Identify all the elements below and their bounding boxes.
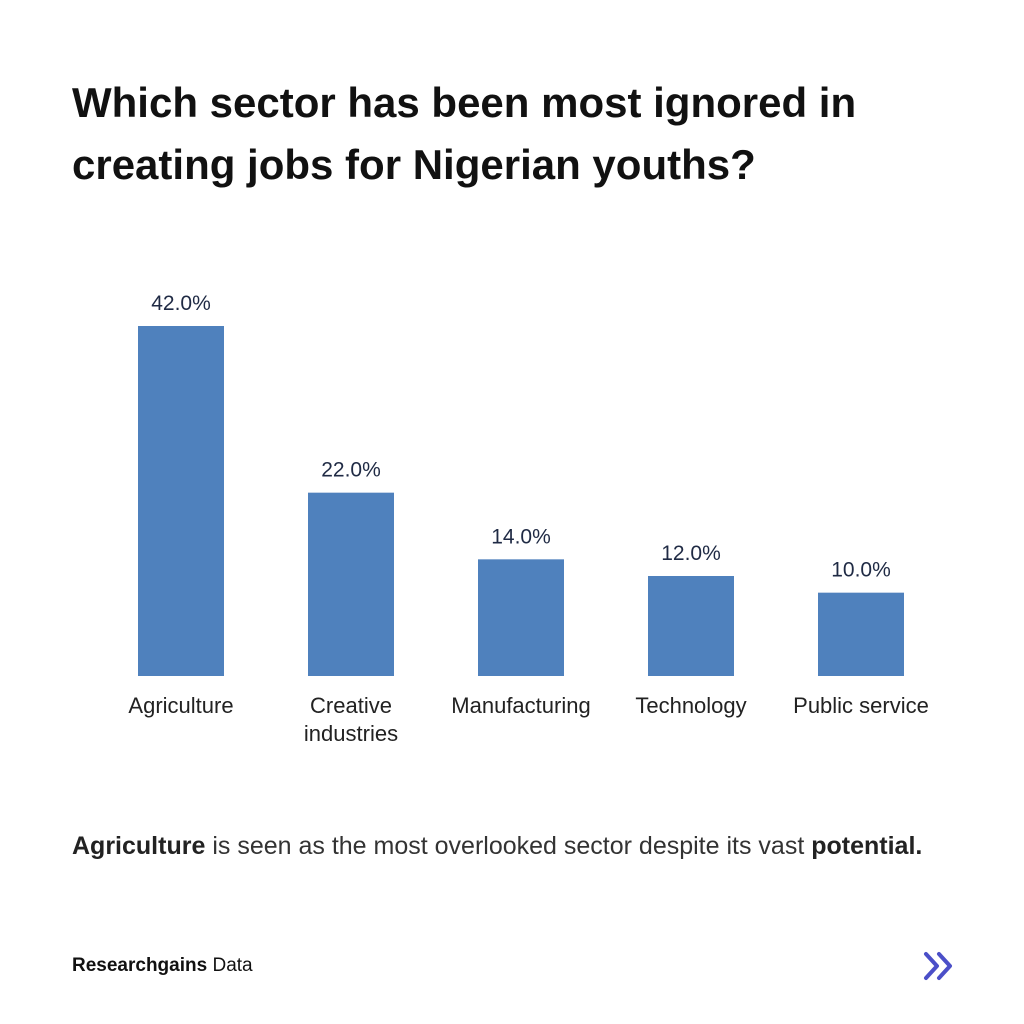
chevron [924, 952, 952, 980]
caption-bold: potential. [811, 832, 923, 860]
x-tick-label: Creative industries [303, 693, 399, 746]
x-tick-label: Manufacturing [451, 693, 591, 718]
bar [478, 559, 564, 676]
next-icon[interactable] [922, 950, 958, 982]
value-label: 12.0% [661, 542, 721, 565]
x-tick-label: Technology [635, 693, 747, 718]
caption: Agriculture is seen as the most overlook… [72, 826, 952, 866]
value-label: 42.0% [151, 292, 211, 315]
brand-suffix: Data [212, 955, 253, 976]
value-label: 22.0% [321, 459, 381, 482]
bar [818, 592, 904, 676]
bar [138, 326, 224, 676]
x-tick-label: Agriculture [128, 693, 234, 718]
chart-title: Which sector has been most ignored in cr… [72, 79, 857, 188]
footer: Researchgains Data [72, 955, 253, 977]
caption-bold: Agriculture [72, 832, 206, 860]
brand: Researchgains [72, 955, 208, 976]
x-tick-label: Public service [793, 693, 929, 718]
value-label: 14.0% [491, 525, 551, 548]
value-label: 10.0% [831, 559, 891, 582]
bar [648, 576, 734, 676]
chart: 42.0% 22.0% 14.0% 12.0% 10.0% [138, 292, 904, 676]
bar [308, 492, 394, 676]
caption-text: is seen as the most overlooked sector de… [212, 832, 805, 860]
